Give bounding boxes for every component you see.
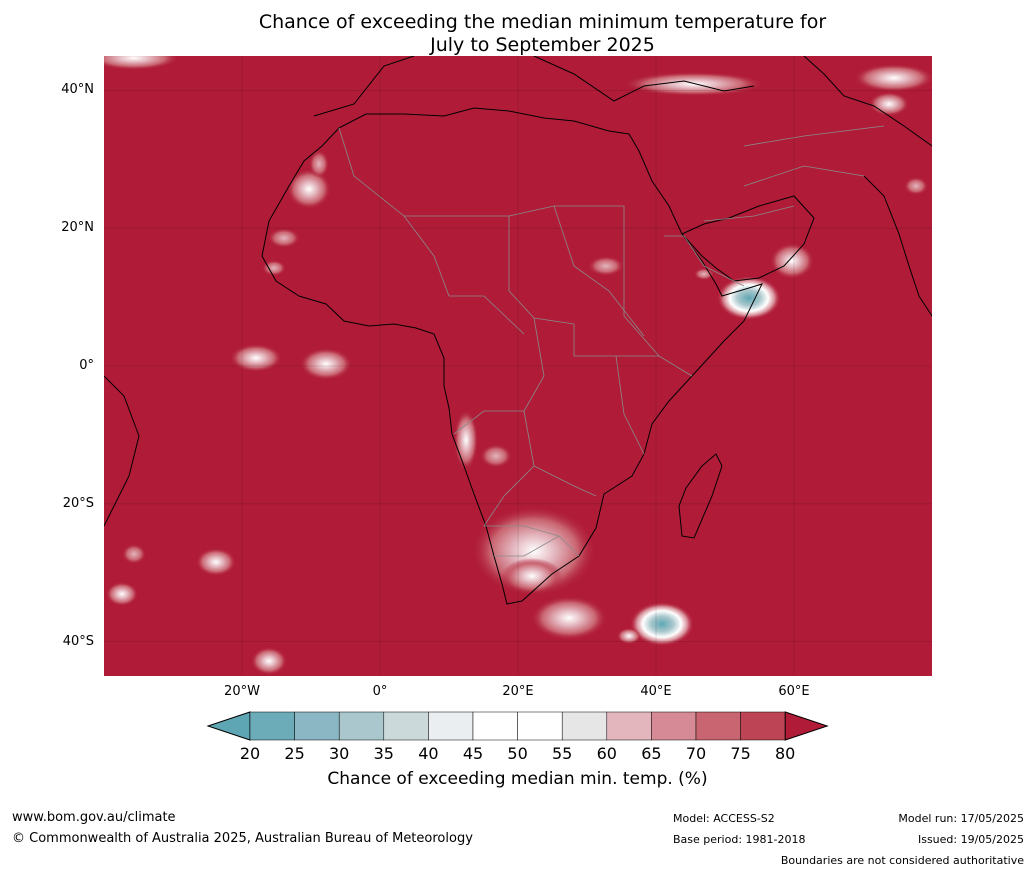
copyright-text: © Commonwealth of Australia 2025, Austra… [12, 831, 473, 846]
patch-senegal [262, 260, 286, 276]
chart-title-line-1: Chance of exceeding the median minimum t… [258, 11, 827, 33]
patch-red-sea [694, 268, 714, 280]
colorbar [206, 711, 829, 741]
patch-south-atlantic-3 [106, 582, 138, 606]
colorbar-tick-label: 40 [418, 744, 439, 763]
colorbar-tick-label: 35 [373, 744, 394, 763]
patch-south-atlantic-2 [122, 544, 146, 564]
latitude-label: 20°S [62, 495, 94, 511]
longitude-label: 20°E [502, 684, 534, 699]
arabia-coastline [681, 195, 815, 282]
colorbar-segment [651, 711, 697, 741]
coastlines [104, 56, 932, 605]
patch-morocco-coast [287, 169, 331, 209]
patch-north-atlantic [104, 56, 179, 70]
patch-angola-coast [454, 410, 478, 470]
colorbar-tick-label: 65 [641, 744, 662, 763]
patch-agulhas [531, 596, 607, 640]
colorbar-tick-label: 80 [775, 744, 796, 763]
patch-caspian [854, 64, 932, 92]
colorbar-tick-label: 55 [552, 744, 573, 763]
longitude-label: 60°E [778, 684, 810, 699]
colorbar-segment [249, 711, 295, 741]
patch-arabian-sea-north [770, 243, 814, 279]
model-name: Model: ACCESS-S2 [673, 812, 775, 825]
latitude-label: 40°S [62, 633, 94, 649]
europe-coastline [313, 56, 932, 147]
patch-indian-ocean-sw [630, 602, 694, 646]
colorbar-segment [740, 711, 786, 741]
colorbar-tick-label: 45 [462, 744, 484, 763]
colorbar-segment [428, 711, 474, 741]
colorbar-segment [383, 711, 429, 741]
map-panel [104, 56, 932, 676]
patch-gulf-guinea [300, 348, 352, 380]
model-run-date: Model run: 17/05/2025 [898, 812, 1024, 825]
map-canvas [104, 56, 932, 676]
patch-india-coast [904, 177, 928, 195]
patch-angola-inland [480, 444, 512, 468]
patch-south-atlantic-1 [196, 548, 236, 576]
base-period: Base period: 1981-2018 [673, 833, 806, 846]
colorbar-tick-label: 60 [596, 744, 617, 763]
colorbar-extend-low [206, 711, 251, 741]
patch-gulf-guinea-west [230, 344, 282, 372]
latitude-label: 20°N [61, 220, 94, 236]
colorbar-tick-label: 50 [507, 744, 528, 763]
latitude-label: 0° [79, 358, 94, 373]
colorbar-segment [606, 711, 652, 741]
patch-somalia [717, 276, 781, 320]
latitude-label: 40°N [61, 82, 94, 98]
patch-canary [309, 150, 329, 178]
patch-south-atlantic-4 [251, 647, 287, 675]
colorbar-tick-label: 70 [685, 744, 707, 763]
gridlines [104, 56, 932, 676]
colorbar-segment [561, 711, 608, 741]
website-link[interactable]: www.bom.gov.au/climate [12, 810, 176, 825]
madagascar-coastline [678, 453, 723, 539]
south-america-coastline [104, 375, 140, 527]
boundaries-disclaimer: Boundaries are not considered authoritat… [780, 854, 1024, 867]
patch-sudan [588, 256, 624, 276]
colorbar-segment [472, 711, 518, 741]
chart-title-line-2: July to September 2025 [430, 34, 655, 56]
issued-date: Issued: 19/05/2025 [917, 833, 1024, 846]
colorbar-segment [294, 711, 340, 741]
colorbar-segment [695, 711, 741, 741]
colorbar-tick-label: 20 [239, 744, 261, 763]
patch-indian-ocean-small [617, 628, 641, 644]
india-coastline [863, 175, 932, 317]
colorbar-segment [338, 711, 385, 741]
national-borders [338, 125, 885, 557]
colorbar-tick-label: 75 [730, 744, 751, 763]
patch-mauritania [268, 228, 300, 248]
longitude-label: 20°W [224, 684, 260, 699]
colorbar-label: Chance of exceeding median min. temp. (%… [327, 769, 708, 789]
africa-coastline [261, 107, 763, 605]
colorbar-segment [517, 711, 563, 741]
colorbar-tick-label: 30 [329, 744, 350, 763]
colorbar-extend-high [784, 711, 829, 741]
longitude-label: 40°E [640, 684, 672, 699]
patch-cape [502, 558, 562, 594]
longitude-label: 0° [372, 684, 388, 699]
colorbar-tick-label: 25 [284, 744, 305, 763]
patch-iran [869, 92, 909, 116]
